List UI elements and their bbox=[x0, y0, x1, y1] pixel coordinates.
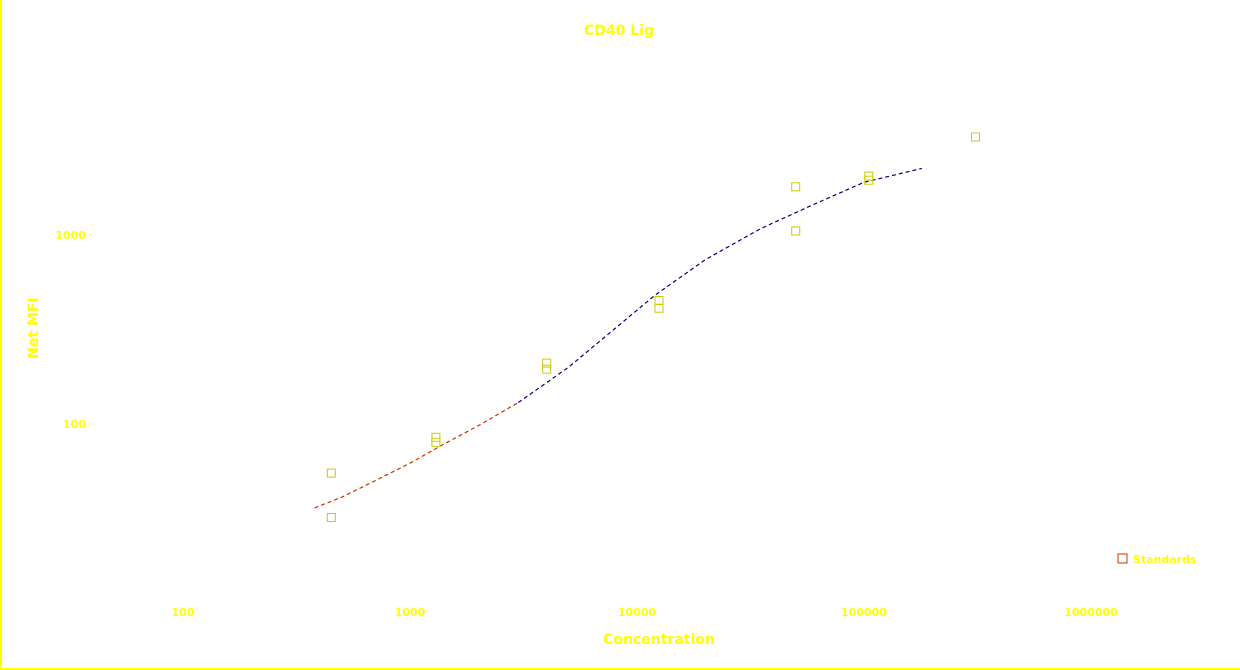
fit-curves bbox=[314, 167, 923, 509]
x-tick-label: 1000000 bbox=[1064, 606, 1118, 619]
fit-line-low bbox=[314, 401, 519, 509]
y-tick-label: 1000 bbox=[55, 229, 86, 242]
legend: Standards bbox=[1117, 553, 1197, 566]
data-point-standards bbox=[326, 468, 336, 478]
x-tick-label: 100 bbox=[172, 606, 195, 619]
chart-title: CD40 Lig bbox=[584, 23, 654, 39]
data-point-standards bbox=[654, 296, 664, 305]
data-points bbox=[326, 132, 980, 522]
data-point-standards bbox=[791, 226, 801, 236]
data-point-standards bbox=[864, 171, 874, 181]
data-point-standards bbox=[654, 303, 664, 313]
x-axis-label: Concentration bbox=[603, 632, 715, 648]
data-point-standards bbox=[431, 432, 441, 442]
y-axis-label: Net MFI bbox=[26, 297, 42, 358]
data-point-standards bbox=[791, 182, 801, 192]
fit-line-high bbox=[517, 167, 923, 403]
x-tick-label: 1000 bbox=[395, 606, 426, 619]
frame-bottom-edge bbox=[0, 668, 1240, 670]
data-point-standards bbox=[326, 513, 336, 522]
data-point-standards bbox=[542, 364, 552, 374]
y-tick-label: 100 bbox=[63, 418, 86, 431]
x-tick-label: 10000 bbox=[618, 606, 657, 619]
x-tick-label: 100000 bbox=[841, 606, 887, 619]
data-point-standards bbox=[971, 132, 980, 142]
legend-label-standards: Standards bbox=[1133, 553, 1197, 566]
frame-left-edge bbox=[0, 0, 2, 670]
x-axis-ticks: 100 1000 10000 100000 1000000 bbox=[172, 606, 1119, 619]
data-point-standards bbox=[431, 437, 441, 447]
legend-marker-standards bbox=[1117, 553, 1128, 564]
data-point-standards bbox=[542, 358, 552, 368]
y-axis-ticks: 100 1000 bbox=[55, 229, 92, 431]
